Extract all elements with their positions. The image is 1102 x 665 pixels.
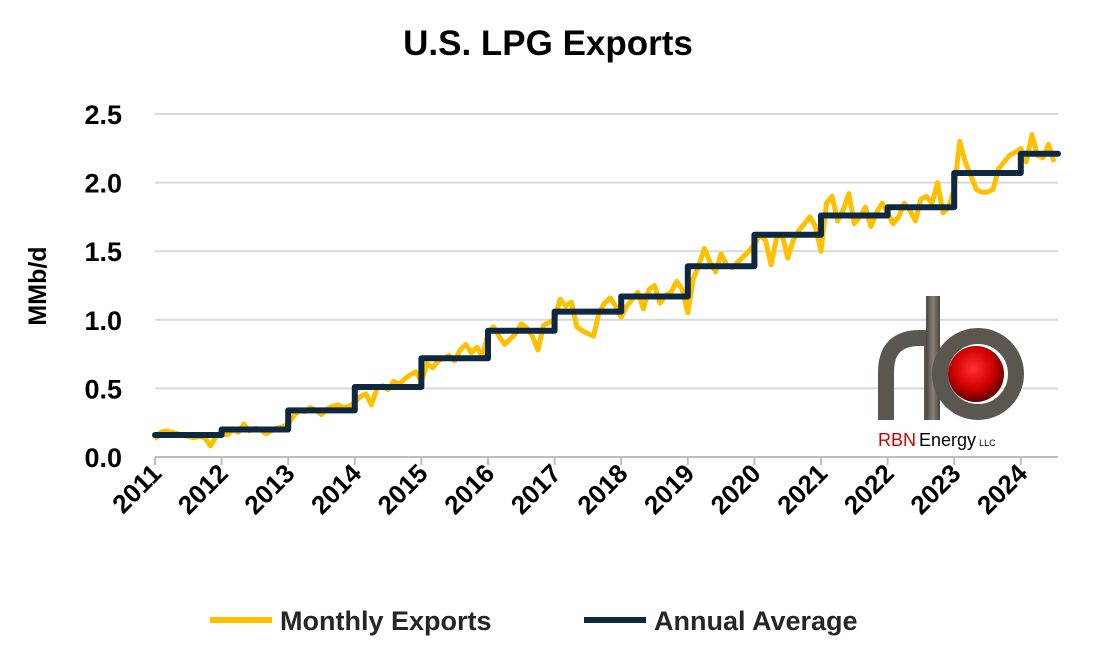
y-tick-label: 1.5 (84, 237, 122, 267)
legend-label-monthly: Monthly Exports (280, 606, 492, 636)
x-tick-label: 2022 (838, 458, 900, 520)
x-tick-label: 2017 (505, 458, 567, 520)
chart-title: U.S. LPG Exports (403, 24, 693, 63)
y-tick-label: 2.0 (84, 169, 122, 199)
legend-label-annual: Annual Average (654, 606, 858, 636)
logo-text-rbn: RBN (878, 430, 916, 450)
logo-text-energy: Energy (919, 430, 976, 450)
x-tick-label: 2020 (705, 458, 767, 520)
x-tick-label: 2018 (571, 458, 633, 520)
logo-text-llc: LLC (979, 438, 996, 448)
x-tick-label: 2015 (372, 458, 434, 520)
y-tick-label: 1.0 (84, 306, 122, 336)
y-tick-label: 0.5 (84, 374, 122, 404)
y-tick-label: 2.5 (84, 100, 122, 130)
x-tick-label: 2014 (305, 458, 367, 520)
x-tick-label: 2021 (771, 458, 833, 520)
x-tick-label: 2012 (172, 458, 234, 520)
x-tick-label: 2024 (971, 458, 1033, 520)
x-tick-label: 2023 (904, 458, 966, 520)
y-tick-labels: 0.0 0.5 1.0 1.5 2.0 2.5 (84, 100, 122, 473)
series-lines (152, 132, 1061, 449)
gridlines (154, 113, 1058, 465)
legend: Monthly Exports Annual Average (210, 606, 858, 636)
x-tick-label: 2013 (238, 458, 300, 520)
x-tick-label: 2019 (638, 458, 700, 520)
y-tick-label: 0.0 (84, 443, 122, 473)
y-axis-label: MMb/d (24, 246, 52, 325)
x-tick-label: 2016 (438, 458, 500, 520)
rbn-energy-logo: RBN Energy LLC (878, 296, 1024, 450)
annual-average-line (152, 150, 1061, 439)
x-tick-labels: 2011 2012 2013 2014 2015 2016 2017 2018 2019 2020… (106, 458, 1033, 520)
monthly-exports-line (153, 132, 1057, 449)
